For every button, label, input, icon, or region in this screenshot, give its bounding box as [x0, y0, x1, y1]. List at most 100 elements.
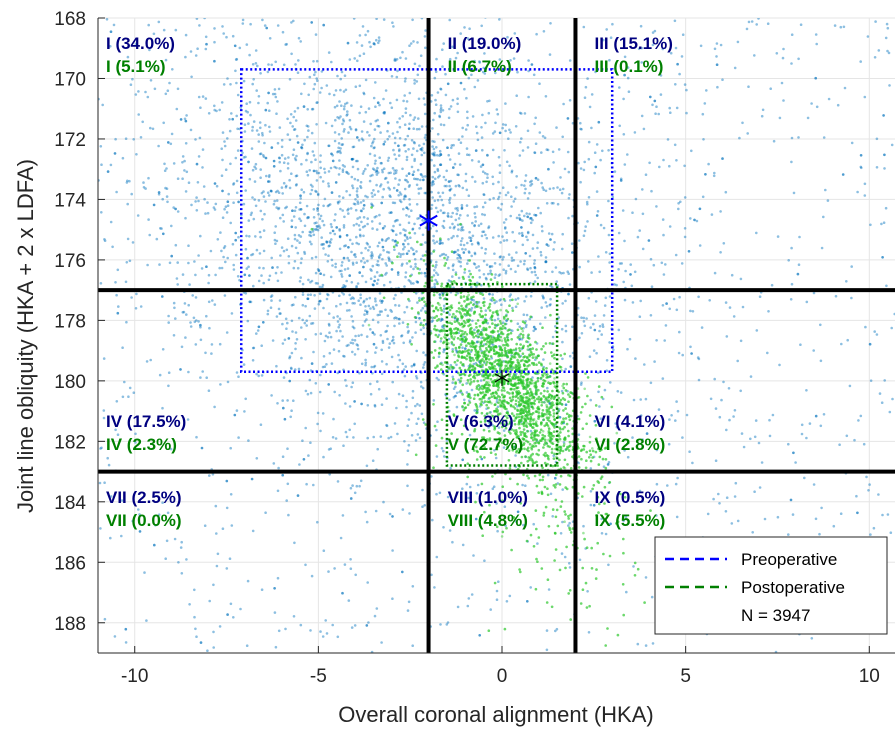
preoperative-point [465, 416, 469, 420]
preoperative-point [412, 118, 416, 122]
postoperative-point [558, 437, 562, 441]
preoperative-point [301, 230, 305, 234]
preoperative-point [695, 219, 699, 223]
preoperative-point [381, 339, 385, 343]
preoperative-point [374, 299, 377, 303]
preoperative-point [490, 265, 494, 268]
preoperative-point [423, 304, 427, 308]
postoperative-point [468, 401, 472, 404]
preoperative-point [622, 133, 626, 136]
postoperative-point [562, 420, 566, 423]
preoperative-point [388, 194, 392, 197]
preoperative-point [881, 513, 884, 517]
preoperative-point [364, 361, 368, 365]
preoperative-point [364, 280, 368, 284]
postoperative-point [588, 604, 591, 608]
preoperative-point [250, 477, 254, 481]
preoperative-point [167, 384, 170, 388]
postoperative-point [484, 327, 488, 330]
preoperative-point [244, 109, 248, 113]
preoperative-point [509, 298, 512, 302]
preoperative-point [509, 59, 512, 62]
preoperative-point [280, 145, 284, 149]
preoperative-point [291, 125, 295, 128]
preoperative-point [859, 154, 863, 157]
preoperative-point [489, 411, 492, 414]
preoperative-point [440, 317, 443, 321]
preoperative-point [314, 228, 317, 231]
preoperative-point [778, 363, 781, 367]
preoperative-point [503, 299, 507, 303]
preoperative-point [568, 354, 572, 358]
preoperative-point [473, 224, 476, 228]
preoperative-point [315, 59, 319, 63]
preoperative-point [562, 441, 566, 444]
preoperative-point [769, 87, 772, 90]
preoperative-point [281, 213, 285, 217]
preoperative-point [342, 444, 345, 448]
preoperative-point [330, 238, 333, 241]
preoperative-point [545, 243, 549, 246]
preoperative-point [174, 207, 177, 211]
preoperative-point [346, 113, 349, 116]
preoperative-point [434, 266, 437, 269]
preoperative-point [310, 242, 313, 246]
preoperative-point [225, 567, 229, 570]
preoperative-point [875, 166, 879, 169]
preoperative-point [266, 101, 270, 105]
preoperative-point [343, 215, 346, 219]
preoperative-point [420, 297, 424, 301]
preoperative-point [461, 237, 464, 240]
preoperative-point [184, 216, 187, 220]
preoperative-point [207, 300, 211, 304]
preoperative-point [661, 47, 665, 51]
preoperative-point [421, 306, 425, 310]
postoperative-point [504, 426, 508, 430]
preoperative-point [392, 341, 396, 345]
preoperative-point [456, 110, 460, 114]
preoperative-point [149, 358, 152, 362]
preoperative-point [435, 146, 438, 149]
preoperative-point [478, 360, 481, 364]
preoperative-point [349, 497, 353, 501]
preoperative-point [445, 169, 449, 173]
preoperative-point [479, 379, 483, 382]
preoperative-point [149, 126, 152, 130]
preoperative-point [449, 363, 453, 367]
preoperative-point [170, 254, 173, 258]
preoperative-point [789, 498, 793, 502]
postoperative-point [521, 384, 524, 387]
preoperative-point [290, 409, 293, 413]
preoperative-point [768, 418, 771, 422]
preoperative-point [161, 197, 164, 201]
preoperative-point [451, 540, 454, 544]
preoperative-point [291, 209, 294, 212]
preoperative-point [461, 228, 465, 232]
preoperative-point [551, 335, 555, 339]
preoperative-point [542, 30, 546, 33]
preoperative-point [393, 59, 397, 62]
preoperative-point [283, 417, 287, 421]
preoperative-point [378, 103, 381, 107]
postoperative-point [525, 382, 529, 385]
preoperative-point [700, 326, 704, 329]
preoperative-point [401, 570, 404, 574]
postoperative-point [589, 453, 592, 457]
preoperative-point [393, 240, 397, 243]
preoperative-point [404, 150, 408, 153]
preoperative-point [423, 361, 427, 364]
preoperative-point [280, 186, 284, 189]
preoperative-point [544, 270, 547, 274]
preoperative-point [408, 198, 411, 201]
preoperative-point [776, 515, 780, 519]
preoperative-point [317, 302, 321, 306]
preoperative-point [665, 302, 668, 305]
preoperative-point [439, 108, 443, 112]
preoperative-point [596, 210, 600, 213]
preoperative-point [324, 334, 328, 338]
preoperative-point [258, 121, 262, 124]
preoperative-point [475, 266, 478, 269]
preoperative-point [558, 416, 562, 419]
preoperative-point [435, 376, 439, 380]
preoperative-point [407, 127, 411, 131]
